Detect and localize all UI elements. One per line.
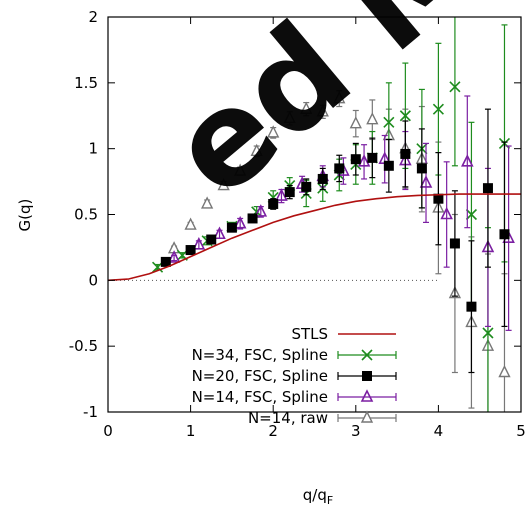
data-point [399, 110, 411, 122]
watermark: ed Ma [142, 0, 528, 226]
data-point [267, 125, 280, 138]
data-point [213, 226, 226, 240]
legend: STLS N=34, FSC, Spline N=20, FSC, Spline N=… [192, 325, 397, 427]
x-tick-label: 2 [268, 422, 278, 440]
data-point [316, 104, 329, 117]
data-point [383, 116, 395, 128]
data-point [233, 215, 247, 229]
data-point [200, 196, 214, 209]
data-point [360, 410, 374, 423]
ticks-layer: 0 1 2 3 4 5 -1 -0.5 0 0.5 1 1.5 2 [69, 8, 526, 440]
x-tick-label: 1 [186, 422, 196, 440]
y-tick-label: -0.5 [69, 337, 98, 355]
legend-label: N=20, FSC, Spline [192, 367, 328, 385]
data-point [357, 154, 371, 167]
x-tick-label: 4 [434, 422, 444, 440]
series-line [107, 193, 521, 282]
data-point [284, 187, 295, 198]
data-point [275, 188, 288, 201]
data-point [226, 222, 237, 233]
watermark-text: ed Ma [142, 0, 528, 226]
data-point [184, 217, 197, 230]
data-point [432, 103, 444, 115]
data-point [247, 213, 258, 224]
data-point [283, 110, 296, 124]
data-point [400, 148, 411, 159]
data-point [350, 154, 361, 165]
data-point [300, 101, 313, 114]
y-tick-label: 2 [88, 8, 98, 26]
y-tick-label: -1 [83, 403, 98, 421]
y-tick-label: 1.5 [74, 74, 98, 92]
y-tick-label: 0.5 [74, 206, 98, 224]
data-point [192, 236, 206, 250]
legend-label: N=34, FSC, Spline [192, 346, 328, 364]
data-point [360, 389, 374, 402]
y-axis-label: G(q) [16, 199, 34, 232]
x-tick-label: 3 [351, 422, 361, 440]
series-2 [160, 108, 510, 374]
data-point [482, 327, 494, 339]
data-point [250, 143, 263, 157]
data-point [167, 250, 181, 263]
data-point [362, 371, 372, 381]
data-point [361, 349, 373, 361]
y-tick-label: 0 [88, 271, 98, 289]
data-point [498, 364, 511, 378]
data-point [268, 198, 279, 209]
data-point [160, 256, 171, 267]
data-point [465, 208, 478, 221]
y-tick-label: 1 [88, 140, 98, 158]
x-axis-label: q/qF [303, 486, 333, 507]
data-point [206, 234, 217, 245]
legend-label: N=14, FSC, Spline [192, 388, 328, 406]
legend-label: STLS [291, 325, 328, 343]
data-point [461, 154, 474, 167]
data-point [333, 91, 346, 104]
data-point [466, 301, 477, 312]
data-point [185, 245, 196, 256]
data-point [366, 112, 379, 125]
data-point [217, 177, 230, 191]
data-point [367, 152, 378, 163]
legend-label: N=14, raw [248, 409, 328, 427]
data-point [234, 163, 247, 176]
data-point [416, 163, 427, 174]
data-point [334, 163, 345, 174]
data-point [254, 204, 268, 217]
series-layer [107, 17, 521, 412]
series-0 [107, 193, 521, 282]
data-point [349, 116, 362, 129]
data-point [383, 160, 394, 171]
data-point [419, 175, 433, 188]
data-point [449, 81, 461, 93]
data-point [317, 173, 328, 184]
x-tick-label: 5 [516, 422, 526, 440]
data-point [440, 206, 453, 220]
data-point [482, 183, 493, 194]
data-point [449, 238, 460, 249]
x-tick-label: 0 [103, 422, 113, 440]
data-point [301, 181, 312, 192]
data-point [499, 229, 510, 240]
data-point [433, 193, 444, 204]
